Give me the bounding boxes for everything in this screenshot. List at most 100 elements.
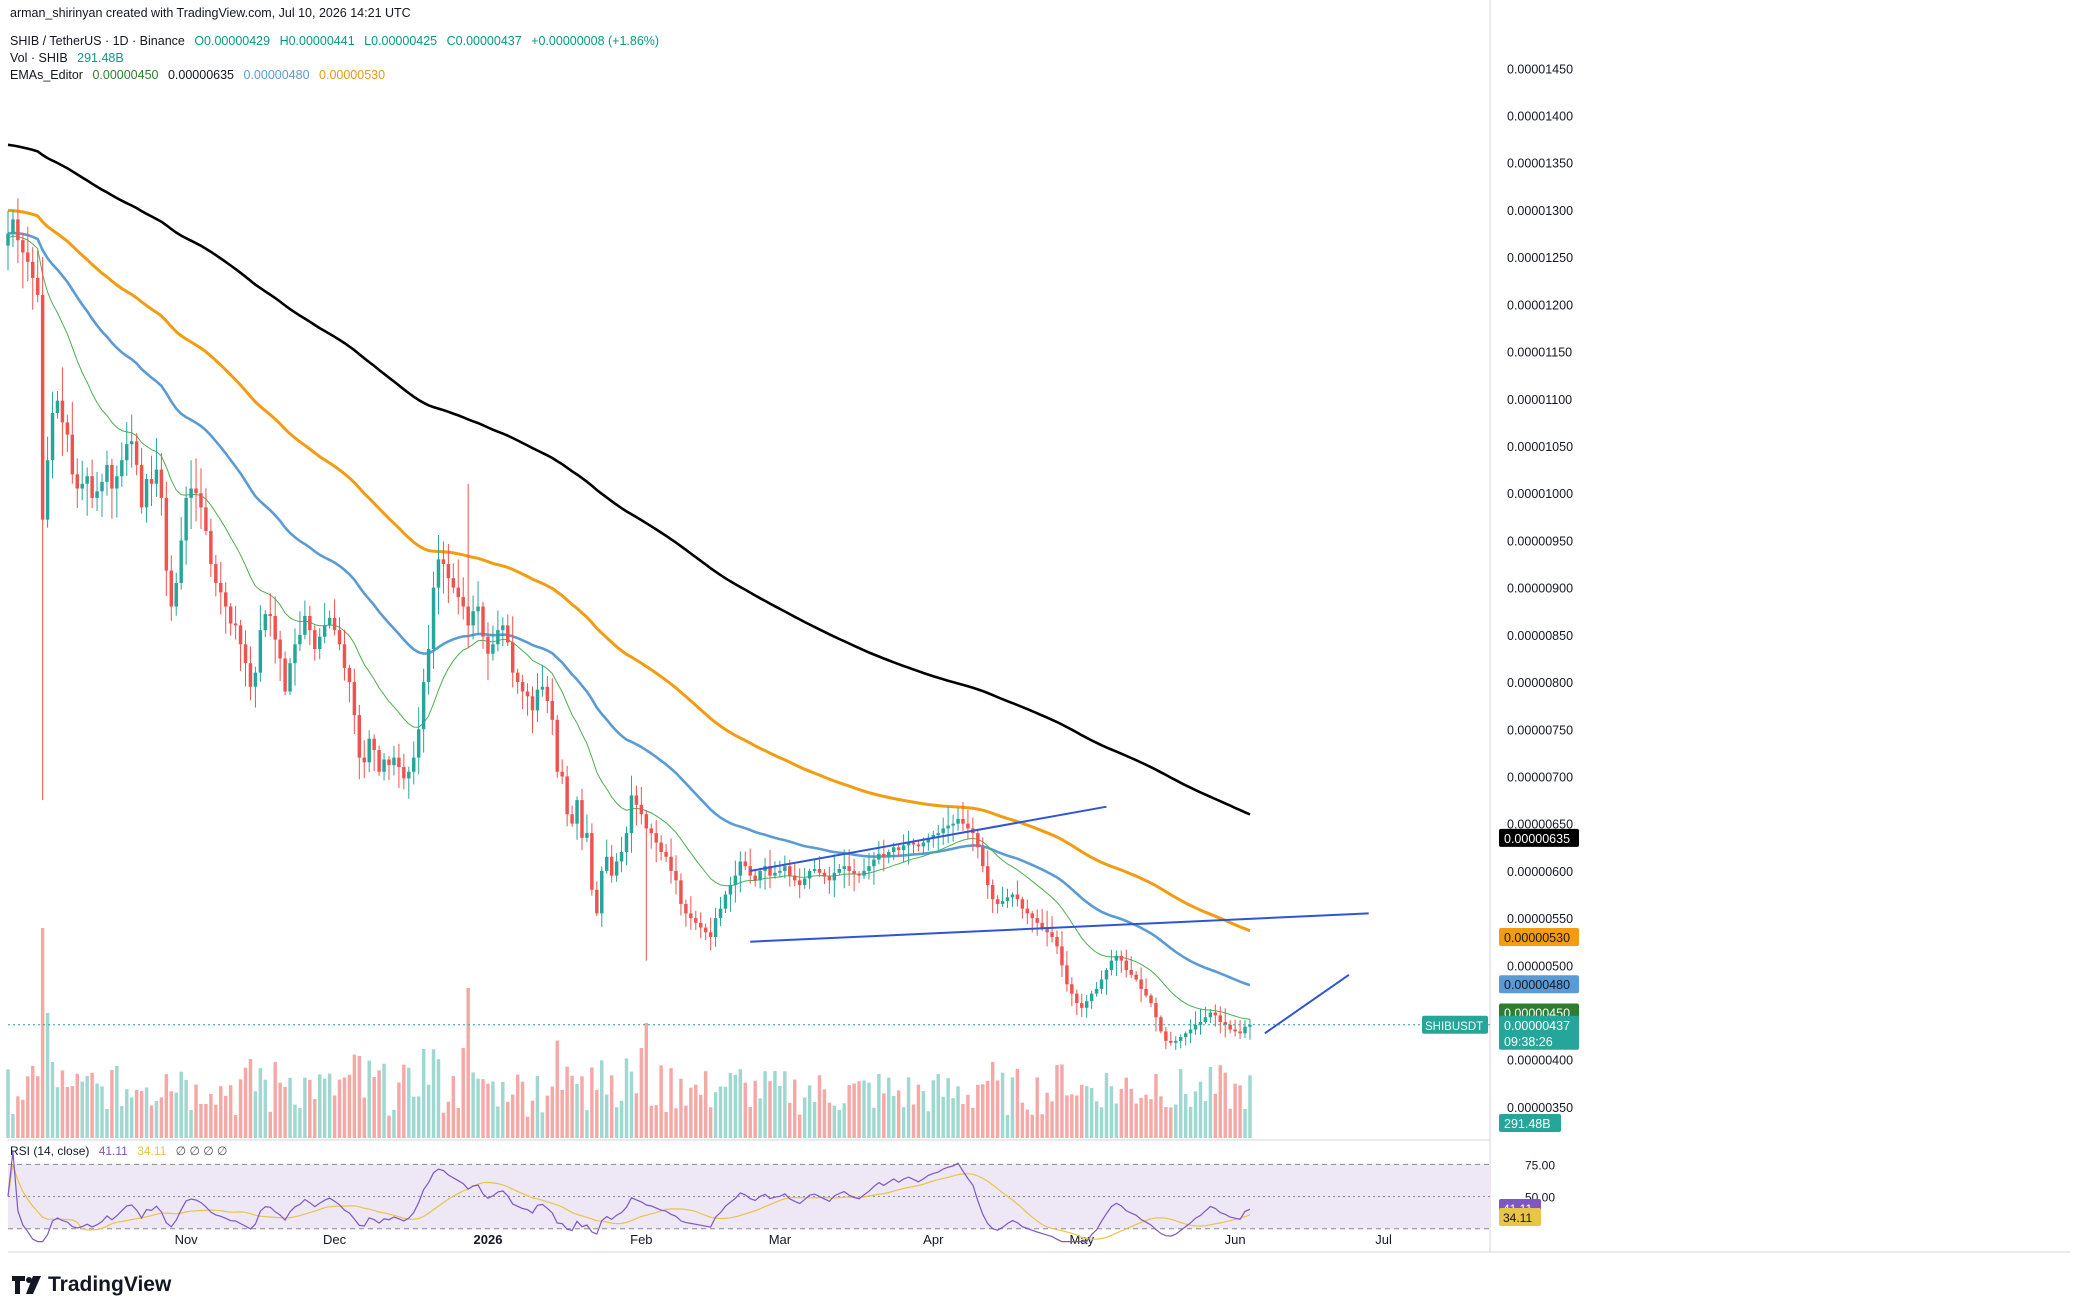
volume-bar [476,1078,480,1138]
candle-body [431,587,436,650]
volume-bar [55,1087,60,1138]
high-value: H0.00000441 [279,34,355,48]
volume-bar [1124,1077,1129,1138]
candle-body [184,497,188,541]
volume-bar [1075,1095,1079,1138]
volume-bar [1144,1094,1148,1138]
volume-bar [382,1063,386,1138]
volume-value: 291.48B [77,51,124,65]
volume-bar [674,1108,678,1138]
candle-body [535,689,540,711]
candle-body [372,738,376,751]
volume-bar [733,1074,738,1138]
candle-body [1154,1003,1158,1018]
candle-body [90,476,94,498]
candle-body [738,861,743,876]
candle-body [1040,922,1044,928]
volume-bar [778,1085,782,1138]
candle-body [703,927,708,933]
volume-bar [887,1077,891,1138]
volume-bar [1193,1091,1198,1138]
volume-bar [793,1079,797,1138]
candle-body [1149,995,1153,1004]
volume-bar [718,1086,723,1138]
ema200-value: 0.00000635 [167,68,235,82]
candle-body [1114,955,1119,961]
volume-bar [298,1108,302,1138]
candle-body [595,889,599,914]
volume-bar [995,1080,1000,1138]
rsi-ma-tag [1499,1207,1541,1226]
volume-bar [773,1071,777,1138]
candle-body [125,444,129,461]
volume-bar [204,1103,208,1138]
candle-body [1065,965,1069,985]
volume-bar [129,1097,134,1138]
volume-bar [936,1074,940,1138]
volume-bar [481,1079,485,1138]
volume-bar [768,1081,772,1138]
volume-bar [278,1082,282,1138]
candle-body [268,614,272,616]
candle-body [1188,1029,1193,1034]
time-label: 2026 [474,1232,503,1247]
volume-bar [565,1066,569,1138]
candle-body [877,853,881,860]
volume-bar [342,1077,347,1138]
time-label: Feb [630,1232,652,1247]
candle-body [327,617,332,626]
candle-body [233,623,238,626]
candle-body [100,481,104,492]
candle-body [540,686,545,690]
candle-body [530,696,535,711]
volume-bar [1070,1094,1074,1138]
candle-body [476,606,480,612]
volume-bar [659,1065,663,1138]
candle-body [95,491,99,498]
volume-bar [525,1116,530,1138]
candle-body [995,899,1000,904]
candle-body [570,814,574,824]
candle-body [1104,970,1109,980]
candle-body [293,644,297,664]
symbol-legend[interactable]: SHIB / TetherUS · 1D · Binance O0.000004… [10,34,665,48]
price-tick-label: 0.00000900 [1507,582,1573,596]
candle-body [397,757,401,768]
volume-bar [619,1100,624,1138]
candle-body [1020,899,1025,909]
volume-bar [11,1114,15,1138]
candle-body [664,852,668,857]
volume-bar [822,1089,827,1138]
volume-bar [179,1071,183,1138]
ema-price-tag-text: 0.00000530 [1504,931,1570,945]
volume-bar [728,1072,733,1138]
volume-bar [362,1097,366,1138]
candle-body [115,476,119,489]
volume-bar [60,1070,65,1138]
candle-body [451,578,456,588]
volume-bar [575,1083,579,1138]
volume-bar [80,1081,84,1138]
volume-bar [327,1073,332,1138]
volume-bar [510,1094,515,1138]
volume-bar [154,1100,159,1138]
volume-bar [471,1072,475,1138]
rsi-legend[interactable]: RSI (14, close) 41.11 34.11 ∅ ∅ ∅ ∅ [10,1144,234,1158]
trendline [750,805,1107,872]
volume-bar [110,1070,114,1138]
volume-bar [100,1086,104,1138]
volume-bar [1035,1077,1039,1138]
volume-legend[interactable]: Vol · SHIB 291.48B [10,51,130,65]
volume-bar [748,1107,752,1138]
volume-bar [293,1104,297,1138]
tradingview-logo[interactable]: TradingView [12,1273,171,1297]
emas-legend[interactable]: EMAs_Editor 0.00000450 0.00000635 0.0000… [10,68,391,82]
candle-body [471,611,475,626]
candle-body [298,634,302,645]
price-tick-label: 0.00000650 [1507,818,1573,832]
volume-bar [486,1083,490,1138]
price-tick-label: 0.00000950 [1507,534,1573,548]
volume-bar [446,1101,451,1138]
volume-bar [268,1111,272,1138]
